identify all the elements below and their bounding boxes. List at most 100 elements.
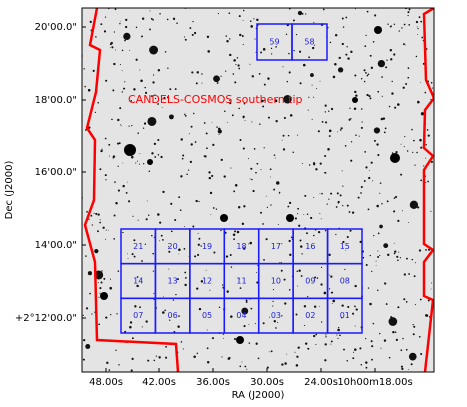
star [292, 151, 295, 154]
star [254, 38, 256, 40]
star [108, 369, 111, 371]
star [298, 224, 301, 227]
star [412, 333, 415, 336]
star [404, 136, 406, 138]
star [397, 259, 399, 262]
star [427, 180, 429, 183]
star [119, 20, 121, 22]
star [295, 313, 298, 316]
star [270, 176, 271, 178]
star [402, 86, 405, 89]
star [175, 293, 177, 296]
field-label: 12 [202, 277, 212, 286]
x-tick-label: 24.00s [304, 377, 338, 388]
star [306, 213, 309, 215]
star [425, 314, 428, 317]
star [288, 239, 291, 243]
star [324, 343, 327, 346]
field-label: 18 [236, 242, 246, 251]
star [366, 93, 369, 97]
star [218, 127, 221, 131]
star [379, 332, 381, 335]
field-label: 59 [269, 38, 279, 47]
star [321, 120, 324, 123]
star [101, 270, 103, 272]
star [369, 54, 372, 57]
star [113, 62, 116, 66]
star [354, 325, 356, 327]
star [135, 162, 137, 164]
star [177, 325, 180, 328]
star [314, 44, 316, 46]
star [365, 263, 368, 267]
star [326, 203, 328, 205]
star [352, 351, 355, 353]
star [354, 284, 357, 288]
star [104, 174, 107, 177]
star [307, 109, 309, 111]
star [249, 241, 253, 245]
star [209, 289, 211, 291]
star [243, 102, 246, 105]
star [143, 122, 147, 125]
star [341, 170, 343, 172]
star [157, 138, 160, 142]
star [100, 23, 103, 26]
star [381, 203, 383, 205]
field-label: 06 [168, 311, 178, 320]
star [265, 195, 267, 197]
star [288, 289, 291, 291]
star [208, 50, 210, 52]
star [346, 235, 349, 239]
star [407, 14, 409, 17]
star [425, 182, 427, 183]
star [269, 168, 272, 171]
star [136, 276, 139, 278]
star [168, 114, 174, 120]
star [105, 79, 108, 82]
star [427, 248, 431, 251]
star [234, 81, 237, 84]
star [417, 33, 419, 35]
star [430, 210, 432, 212]
star [206, 347, 209, 350]
star [388, 356, 391, 359]
star [157, 69, 161, 72]
star [82, 338, 86, 342]
star [182, 154, 185, 157]
star [359, 240, 362, 243]
star [238, 67, 241, 70]
star [272, 305, 274, 307]
star [313, 334, 316, 338]
star [101, 148, 103, 150]
star [102, 226, 105, 229]
star [225, 255, 229, 258]
star [151, 234, 153, 237]
star [178, 248, 181, 252]
star [160, 234, 163, 237]
star [157, 213, 160, 216]
star [360, 364, 363, 366]
star [243, 325, 246, 328]
star [301, 253, 303, 255]
star [100, 281, 103, 284]
star [324, 230, 327, 232]
star [366, 74, 369, 77]
star [388, 317, 398, 326]
star [328, 129, 332, 133]
star [396, 255, 399, 258]
star [374, 14, 377, 17]
star [414, 262, 416, 264]
star [239, 365, 242, 368]
star [141, 17, 145, 20]
star [250, 307, 253, 310]
star [389, 48, 393, 52]
star [420, 146, 423, 149]
star [358, 135, 360, 137]
star [197, 253, 200, 256]
star [262, 105, 265, 108]
star [277, 223, 279, 225]
star [158, 356, 161, 359]
star [395, 151, 398, 154]
star [179, 209, 182, 211]
